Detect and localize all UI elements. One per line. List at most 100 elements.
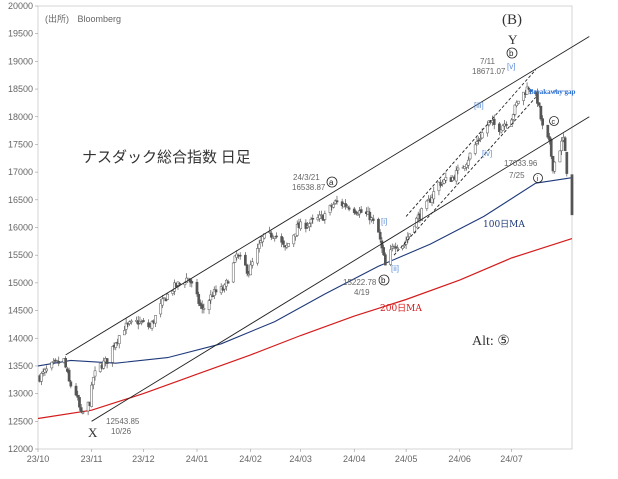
- wave-label-v: [v]: [507, 62, 515, 71]
- candle-body: [527, 87, 531, 90]
- candle-body: [171, 290, 175, 294]
- candle-body: [140, 321, 144, 324]
- candle-body: [114, 342, 118, 348]
- candle-body: [513, 104, 517, 115]
- y-tick-label: 17500: [8, 139, 33, 149]
- candle-body: [93, 370, 97, 377]
- candle-body: [378, 232, 382, 240]
- candle-body: [154, 315, 157, 324]
- candle-body: [525, 86, 529, 95]
- candle-body: [425, 200, 429, 209]
- candle-body: [473, 144, 477, 154]
- candle-body: [565, 151, 569, 174]
- y-tick-label: 19500: [8, 29, 33, 39]
- candle-body: [256, 248, 259, 264]
- candle-body: [90, 384, 93, 407]
- candle-body: [79, 407, 83, 413]
- candle-body: [86, 401, 90, 412]
- candle-body: [102, 360, 106, 369]
- candle-body: [549, 139, 553, 157]
- candle-body: [492, 118, 496, 125]
- y-tick-label: 17000: [8, 167, 33, 177]
- candle-body: [382, 247, 385, 256]
- candle-body: [454, 170, 458, 182]
- candle-body: [50, 361, 54, 369]
- candle-body: [548, 136, 551, 141]
- x-tick-label: 24/04: [343, 454, 366, 464]
- x-tick-label: 24/01: [186, 454, 209, 464]
- candle-body: [69, 381, 73, 387]
- candle-body: [52, 361, 55, 363]
- candle-body: [91, 377, 95, 386]
- candle-body: [45, 368, 48, 372]
- candle-body: [261, 236, 265, 243]
- ma200-line: [37, 238, 573, 420]
- candle-body: [211, 295, 214, 297]
- mark-i-circle: [533, 173, 543, 183]
- candle-body: [309, 219, 313, 224]
- candle-body: [233, 255, 237, 263]
- mark-c-circle: [549, 116, 559, 126]
- candle-body: [356, 213, 360, 216]
- low-b-date: 4/19: [354, 288, 370, 297]
- candle-body: [166, 293, 169, 300]
- candle-body: [468, 152, 472, 160]
- mark-i-letter: i: [537, 176, 539, 183]
- mark-a-letter: a: [329, 178, 334, 187]
- wave-X-label: X: [88, 425, 98, 440]
- candle-body: [466, 159, 470, 166]
- candle-body: [287, 243, 290, 247]
- candle-body: [275, 235, 278, 238]
- wave-label-i-1: [i]: [381, 217, 387, 226]
- candle-body: [231, 262, 235, 283]
- candle-body: [442, 179, 446, 184]
- x-tick-label: 24/05: [395, 454, 418, 464]
- candle-body: [164, 298, 168, 302]
- candle-body: [335, 200, 339, 203]
- alt-label: Alt: ⑤: [472, 334, 510, 349]
- mark-high-letter: b: [509, 49, 514, 58]
- y-tick-label: 13000: [8, 389, 33, 399]
- candle-body: [307, 223, 311, 227]
- wave-Y-label: Y: [508, 32, 518, 47]
- candle-body: [437, 181, 441, 192]
- mark-high-circle: [506, 47, 518, 59]
- y-tick-label: 16500: [8, 195, 33, 205]
- candle-body: [345, 206, 349, 208]
- candle-body: [537, 102, 541, 106]
- breakaway-gap-label: Breakaway gap: [529, 88, 575, 96]
- candle-body: [359, 209, 363, 213]
- wave-label-ii-1: [ii]: [391, 264, 399, 273]
- candle-body: [212, 289, 216, 296]
- candle-body: [511, 114, 515, 120]
- candle-body: [67, 369, 71, 382]
- candle-body: [197, 294, 201, 304]
- candles: [38, 82, 574, 416]
- channel-line: [405, 69, 537, 217]
- mark-b-letter: b: [381, 276, 386, 285]
- candle-body: [129, 320, 133, 323]
- ma200-label: 200日MA: [380, 303, 422, 314]
- candle-body: [40, 373, 43, 382]
- candle-body: [347, 207, 351, 210]
- candle-body: [558, 150, 562, 163]
- candle-body: [110, 346, 114, 363]
- wave-label-iii: [iii]: [474, 101, 484, 110]
- high-a-date: 24/3/21: [293, 173, 320, 182]
- candle-body: [250, 261, 254, 266]
- y-tick-label: 18500: [8, 84, 33, 94]
- channel-line: [65, 36, 590, 356]
- mark-c-letter: c: [552, 119, 556, 126]
- candle-body: [498, 123, 501, 133]
- candle-body: [384, 254, 387, 266]
- wave-label-iv: [iv]: [482, 149, 492, 158]
- axes: 12000 12500 13000 13500 14000 14500 15000 15500…: [8, 1, 573, 464]
- candle-body: [76, 394, 80, 398]
- y-tick-label: 13500: [8, 361, 33, 371]
- candle-body: [214, 289, 218, 293]
- high-a-value: 16538.87: [292, 183, 326, 192]
- x-tick-label: 24/07: [500, 454, 523, 464]
- candle-body: [304, 222, 308, 229]
- candle-body: [178, 283, 182, 285]
